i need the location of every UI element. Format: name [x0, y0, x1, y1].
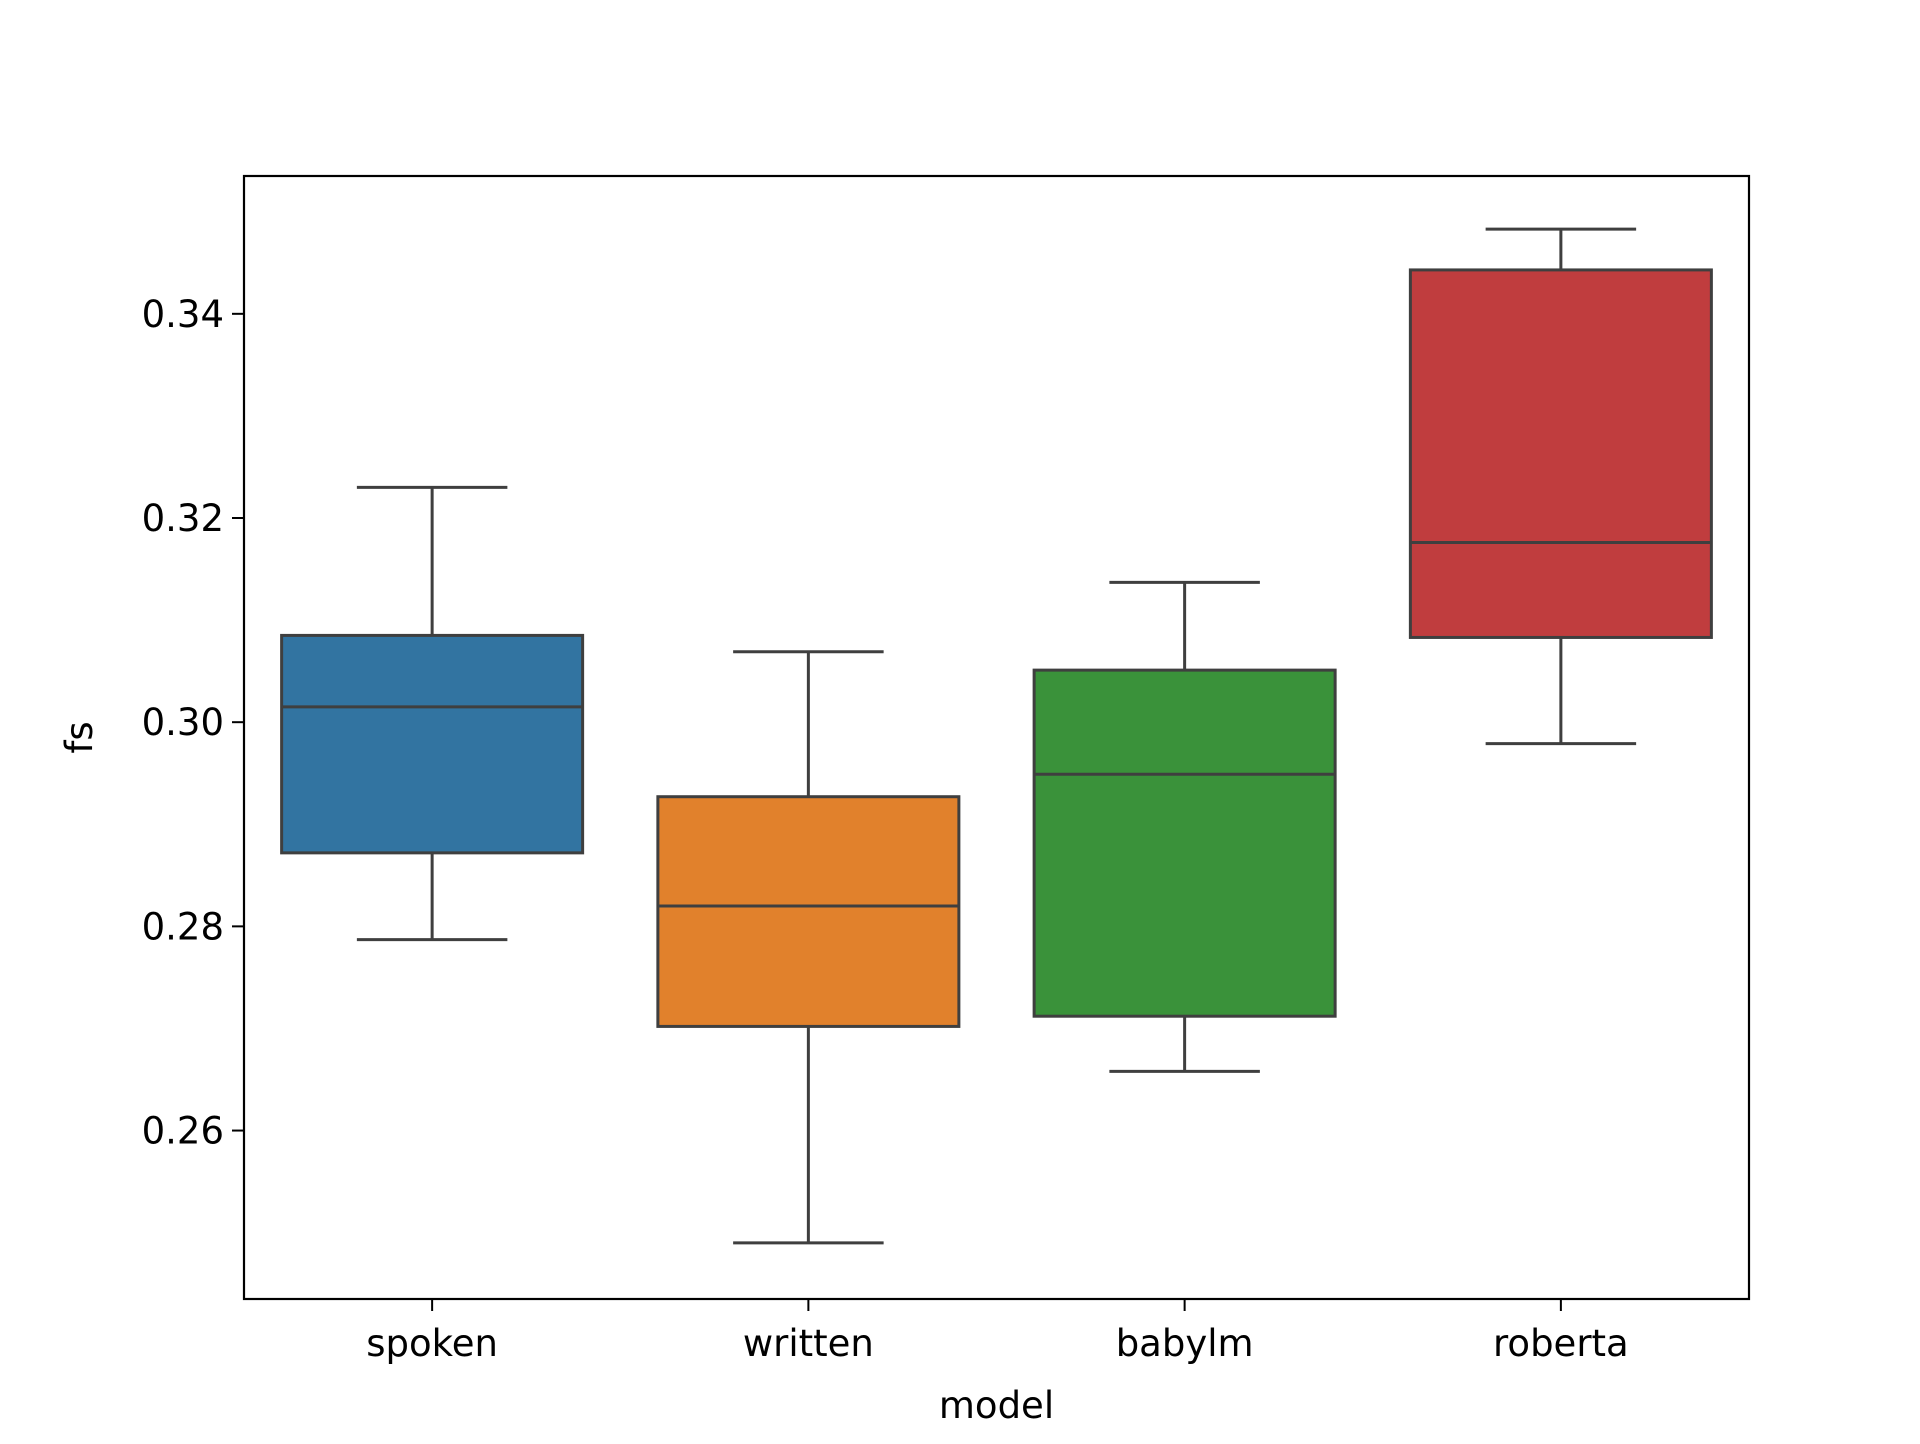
x-tick-label: babylm [1116, 1322, 1254, 1365]
plot-layer [280, 227, 1713, 1245]
y-axis: 0.26 0.28 0.30 0.32 0.34 [142, 293, 244, 1153]
y-tick-label: 0.26 [142, 1110, 224, 1153]
box-spoken [280, 633, 585, 855]
y-axis-label: fs [58, 721, 101, 753]
box-group-roberta [1408, 227, 1713, 746]
y-tick-label: 0.28 [142, 905, 224, 948]
box-written [656, 795, 961, 1028]
y-tick-label: 0.34 [142, 293, 224, 336]
x-axis-label: model [939, 1384, 1054, 1427]
axes-frame [242, 174, 1751, 1301]
box-roberta [1408, 268, 1713, 639]
box-group-written [656, 650, 961, 1245]
x-tick-label: spoken [366, 1322, 498, 1365]
y-tick-label: 0.30 [142, 701, 224, 744]
box-group-spoken [280, 485, 585, 942]
x-tick-label: roberta [1493, 1322, 1629, 1365]
x-tick-label: written [743, 1322, 874, 1365]
box-group-babylm [1032, 580, 1337, 1073]
x-axis: spoken written babylm roberta [366, 1299, 1629, 1365]
box-babylm [1032, 668, 1337, 1018]
y-tick-label: 0.32 [142, 497, 224, 540]
